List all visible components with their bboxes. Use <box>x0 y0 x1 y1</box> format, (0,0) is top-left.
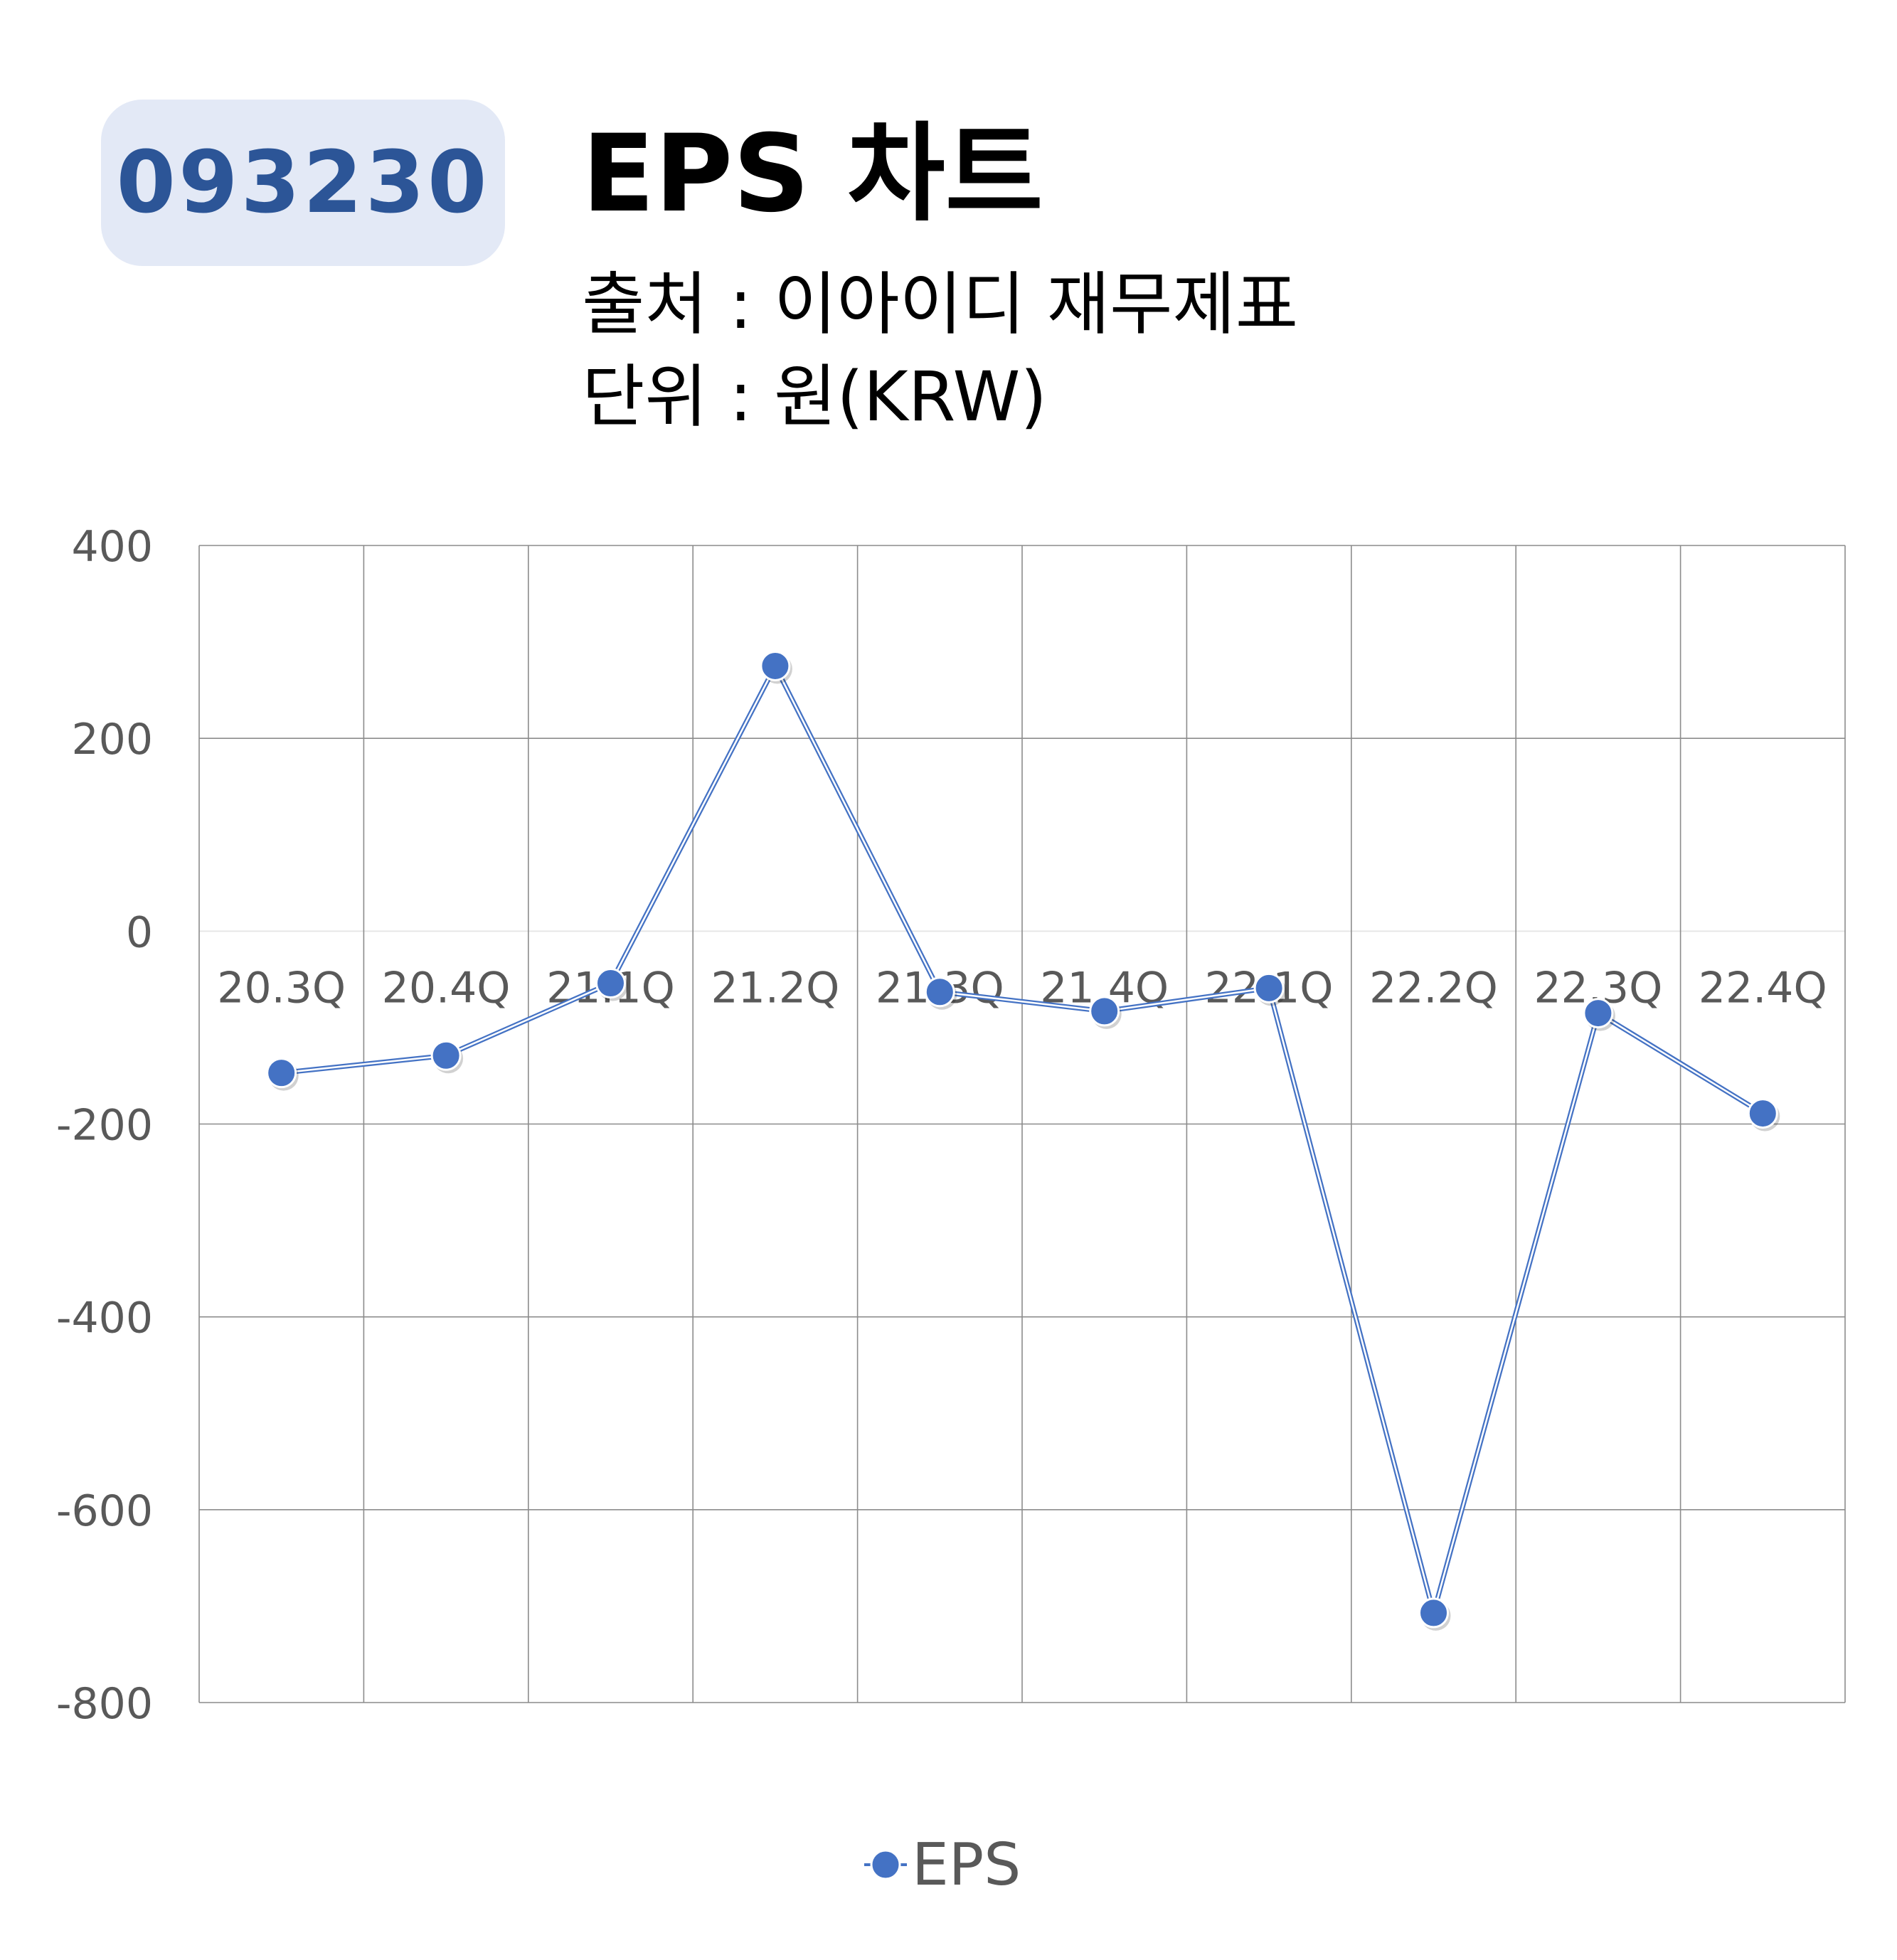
y-tick-label: 0 <box>126 907 153 957</box>
y-tick-label: 400 <box>71 522 153 572</box>
series-eps <box>266 650 1780 1631</box>
series-line-core <box>281 664 1763 1617</box>
data-point <box>430 1040 462 1071</box>
x-tick-label: 22.2Q <box>1369 963 1498 1013</box>
legend: EPS <box>864 1831 1021 1899</box>
y-tick-label: 200 <box>71 715 153 765</box>
y-tick-label: -600 <box>56 1486 153 1536</box>
x-tick-label: 22.4Q <box>1699 963 1827 1013</box>
y-tick-label: -800 <box>56 1679 153 1729</box>
y-tick-label: -200 <box>56 1101 153 1151</box>
data-point <box>1418 1597 1449 1629</box>
data-point <box>266 1058 297 1089</box>
chart-title: EPS 차트 <box>582 112 1043 236</box>
data-point <box>595 968 626 999</box>
data-point <box>924 976 955 1008</box>
data-point <box>760 650 791 681</box>
legend-label: EPS <box>912 1831 1021 1899</box>
x-tick-label: 20.3Q <box>217 963 346 1013</box>
stock-code-badge: 093230 <box>101 100 505 266</box>
x-tick-label: 20.4Q <box>382 963 511 1013</box>
x-tick-label: 21.2Q <box>711 963 839 1013</box>
data-point <box>1747 1098 1778 1129</box>
data-point <box>1253 972 1285 1003</box>
source-label: 출처 : 이아이디 재무제표 <box>582 265 1299 344</box>
unit-label: 단위 : 원(KRW) <box>582 357 1047 437</box>
legend-marker <box>870 1849 901 1880</box>
grid <box>198 545 1846 1703</box>
data-point <box>1089 996 1120 1027</box>
stock-code: 093230 <box>116 133 490 233</box>
data-point <box>1583 998 1614 1029</box>
y-tick-label: -400 <box>56 1294 153 1343</box>
y-axis-ticks: 400 200 0 -200 -400 -600 -800 <box>56 522 153 1729</box>
